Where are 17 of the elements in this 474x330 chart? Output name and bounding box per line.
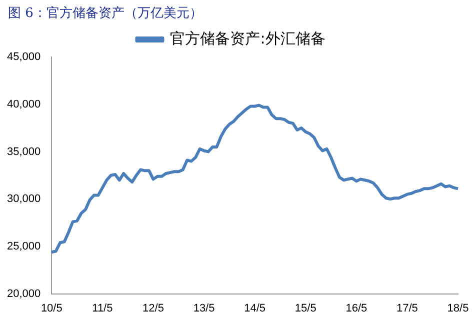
- x-tick-label: 10/5: [40, 302, 62, 314]
- y-tick-label: 25,000: [6, 240, 41, 252]
- x-tick-label: 15/5: [294, 302, 316, 314]
- y-tick-label: 45,000: [6, 51, 41, 64]
- x-tick-label: 18/5: [447, 302, 469, 314]
- y-tick-label: 35,000: [6, 146, 41, 158]
- legend-label: 官方储备资产:外汇储备: [170, 29, 326, 48]
- x-tick-label: 17/5: [396, 302, 418, 314]
- y-tick-label: 20,000: [6, 288, 41, 300]
- x-tick-label: 12/5: [142, 302, 164, 314]
- y-tick-label: 40,000: [6, 98, 41, 110]
- x-tick-label: 13/5: [193, 302, 215, 314]
- x-tick-label: 11/5: [92, 302, 113, 314]
- x-tick-label: 16/5: [346, 302, 368, 314]
- y-tick-label: 30,000: [6, 193, 41, 206]
- chart-title: 图 6：官方储备资产（万亿美元）: [7, 5, 204, 22]
- x-tick-label: 14/5: [244, 302, 266, 314]
